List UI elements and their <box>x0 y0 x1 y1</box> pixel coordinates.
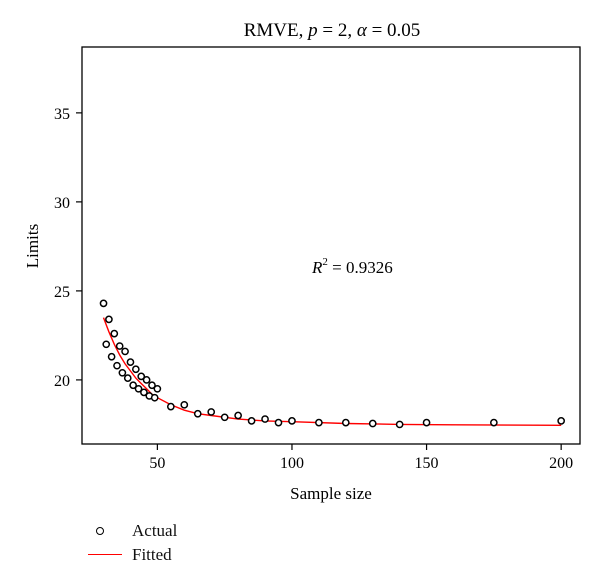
y-tick-label: 20 <box>54 373 70 390</box>
data-point <box>166 402 175 411</box>
x-axis-label: Sample size <box>290 484 372 503</box>
title-suffix: = 0.05 <box>367 20 420 41</box>
data-point <box>129 381 137 390</box>
y-tick-label: 35 <box>54 106 70 123</box>
data-point <box>131 365 140 374</box>
x-tick-label: 50 <box>149 455 165 472</box>
data-point <box>207 408 216 416</box>
data-point <box>247 417 256 425</box>
title-alpha-variable: α <box>357 20 368 41</box>
data-point <box>105 315 113 324</box>
data-point <box>395 420 404 429</box>
data-point <box>288 417 296 425</box>
data-point <box>121 347 129 356</box>
r-squared-value: = 0.9326 <box>328 258 393 277</box>
chart-title: RMVE, p = 2, α = 0.05 <box>244 20 421 41</box>
legend: Actual Fitted <box>86 518 286 578</box>
legend-item-fitted: Fitted <box>86 544 172 566</box>
data-point <box>113 361 121 370</box>
data-point <box>123 374 132 382</box>
data-point <box>140 388 148 397</box>
title-prefix: RMVE, <box>244 20 308 41</box>
data-point <box>315 418 323 427</box>
data-point <box>126 358 135 366</box>
title-middle: = 2, <box>318 20 357 41</box>
data-point <box>148 381 156 390</box>
data-point <box>557 417 566 425</box>
data-point <box>234 411 242 420</box>
r-squared-annotation: R2 = 0.9326 <box>311 256 393 277</box>
legend-item-actual: Actual <box>86 520 177 542</box>
axis-ticks: 50 100 150 200 20 25 30 35 <box>54 106 573 472</box>
x-tick-label: 200 <box>549 455 573 472</box>
data-point <box>180 400 189 409</box>
data-point <box>220 413 229 422</box>
data-point <box>134 384 143 393</box>
data-point <box>261 415 269 423</box>
title-p-variable: p <box>306 20 318 41</box>
legend-label-actual: Actual <box>132 521 178 540</box>
x-tick-label: 150 <box>415 455 439 472</box>
data-point <box>118 368 127 377</box>
y-tick-label: 30 <box>54 195 70 212</box>
data-point <box>422 418 431 427</box>
data-point <box>368 419 377 428</box>
data-point <box>137 372 146 381</box>
data-point <box>193 409 202 418</box>
data-point <box>274 418 283 427</box>
data-point <box>102 340 111 349</box>
legend-line-icon <box>86 544 124 566</box>
actual-points <box>99 299 566 429</box>
plot-frame <box>81 46 581 445</box>
data-point <box>107 352 116 361</box>
legend-label-fitted: Fitted <box>132 545 172 564</box>
y-axis-label: Limits <box>23 224 42 268</box>
r-squared-superscript: 2 <box>322 256 328 268</box>
r-squared-symbol: R <box>311 258 323 277</box>
legend-circle-icon <box>86 520 124 542</box>
x-tick-label: 100 <box>280 455 304 472</box>
data-point <box>153 384 162 393</box>
chart-svg: RMVE, p = 2, α = 0.05 50 100 150 200 20 25 30 3… <box>23 20 581 503</box>
data-point <box>142 376 151 384</box>
data-point <box>99 299 108 308</box>
data-point <box>341 418 350 427</box>
data-point <box>490 418 498 427</box>
data-point <box>110 329 119 338</box>
data-point <box>150 393 159 402</box>
y-tick-label: 25 <box>54 284 70 301</box>
data-point <box>115 342 124 350</box>
